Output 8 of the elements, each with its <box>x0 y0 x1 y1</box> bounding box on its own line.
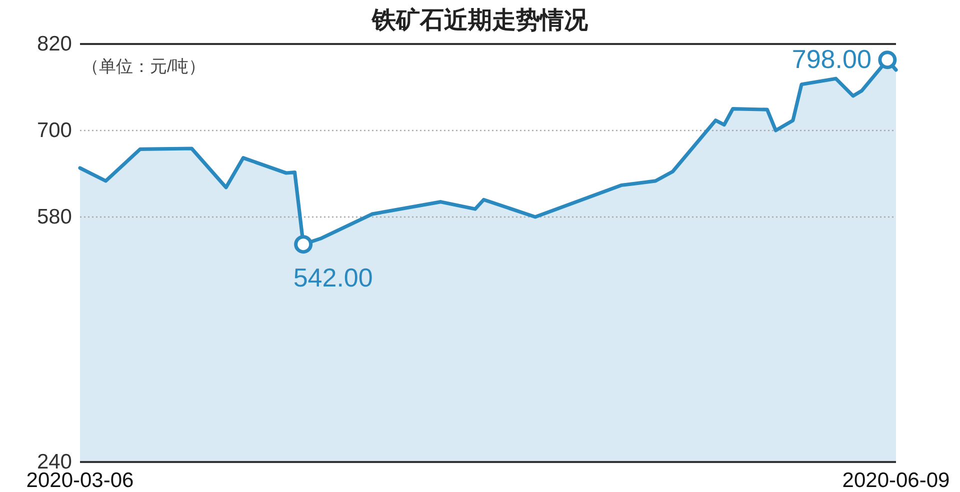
y-tick-label: 580 <box>36 205 72 228</box>
annotation: （单位：元/吨） <box>82 57 206 76</box>
y-tick-label: 820 <box>36 32 72 56</box>
y-tick-label: 700 <box>36 118 72 142</box>
title: 铁矿石近期走势情况 <box>372 7 588 34</box>
data-label: 798.00 <box>792 44 872 74</box>
data-label: 542.00 <box>293 262 373 292</box>
x-tick-label: 2020-06-09 <box>842 469 950 492</box>
